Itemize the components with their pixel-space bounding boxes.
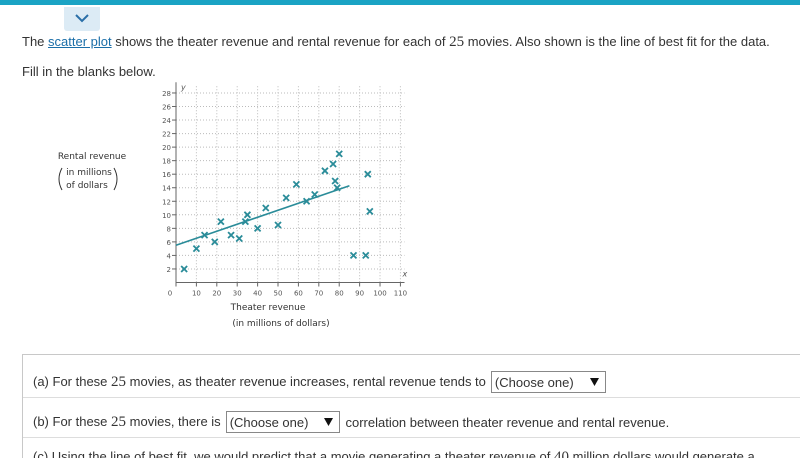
question-a: (a) For these 25 movies, as theater reve… <box>33 371 606 393</box>
y-tick-label: 12 <box>162 198 171 206</box>
point <box>282 194 290 202</box>
text: movies, there is <box>126 413 221 429</box>
chevron-icon <box>75 14 89 23</box>
top-bar <box>0 0 800 5</box>
y-tick-label: 24 <box>162 117 171 125</box>
dropdown-text: (Choose one) <box>229 414 309 430</box>
text: (b) For these 25 movies, there is <box>33 414 221 431</box>
point <box>366 207 374 216</box>
text: correlation between theater revenue and … <box>345 414 670 430</box>
x-tick-label: 30 <box>233 290 242 298</box>
dropdown-arrow <box>324 418 334 426</box>
point <box>292 180 301 188</box>
y-tick-label: 18 <box>162 158 171 166</box>
y-tick-label: 4 <box>167 252 172 260</box>
number: 25 <box>449 34 465 50</box>
y-tick-label: 20 <box>162 144 171 152</box>
y-tick-label: 16 <box>162 171 171 179</box>
chart: Rental revenue in millions of dollars Th… <box>58 82 408 329</box>
instruction: Fill in the blanks below. <box>22 64 156 79</box>
x-tick-label: 110 <box>394 290 407 298</box>
x-tick-label: 10 <box>192 290 201 298</box>
x-axis-label: Theater revenue <box>230 303 306 313</box>
point <box>180 265 188 273</box>
x-tick-label: 60 <box>294 290 303 298</box>
y-tick-label: 2 <box>167 266 171 274</box>
x-tick-label: 20 <box>212 290 221 298</box>
answer-box: (a) For these 25 movies, as theater reve… <box>22 354 800 458</box>
x-tick-label: 100 <box>373 290 386 298</box>
question: The scatter plot shows the theater reven… <box>22 34 770 51</box>
point <box>192 245 201 253</box>
paren <box>58 167 63 191</box>
x-tick-label: 40 <box>253 290 262 298</box>
x-axis-units: (in millions of dollars) <box>232 319 329 329</box>
text: movies, as theater revenue increases, re… <box>126 373 486 389</box>
point <box>241 217 250 226</box>
y-tick-label: 8 <box>167 225 171 233</box>
dropdown[interactable]: (Choose one) <box>225 411 341 433</box>
y-axis-symbol: y <box>180 83 186 92</box>
dropdown-arrow <box>589 378 599 386</box>
y-axis-units: in millions <box>66 168 112 178</box>
x-axis-symbol: x <box>402 270 408 279</box>
y-tick-label: 28 <box>162 90 171 98</box>
point <box>243 211 252 219</box>
y-tick-label: 6 <box>167 239 172 247</box>
best-fit-line <box>175 184 350 247</box>
point <box>335 150 343 158</box>
paren <box>113 167 118 191</box>
question-b: (b) For these 25 movies, there is (Choos… <box>33 411 669 433</box>
number: 25 <box>111 413 127 430</box>
y-axis-units: of dollars <box>66 181 108 191</box>
point <box>227 231 235 239</box>
point <box>217 217 225 226</box>
y-tick-label: 14 <box>162 185 171 193</box>
number: 25 <box>111 373 127 390</box>
text: million dollars would generate a <box>569 449 755 458</box>
text: (c) Using the line of best fit, we would… <box>33 449 755 458</box>
text: shows the theater revenue and rental rev… <box>111 34 450 49</box>
dropdown[interactable]: (Choose one) <box>490 371 606 393</box>
point <box>253 224 262 232</box>
y-axis-label: Rental revenue <box>58 152 127 162</box>
point <box>321 167 329 175</box>
point <box>302 197 311 205</box>
point <box>349 251 358 260</box>
point <box>262 204 270 212</box>
text: (c) Using the line of best fit, we would… <box>33 449 555 458</box>
question-c: (c) Using the line of best fit, we would… <box>33 449 755 458</box>
dropdown-text: (Choose one) <box>494 374 574 390</box>
point <box>311 190 319 199</box>
x-tick-label: 0 <box>168 290 172 298</box>
x-tick-label: 90 <box>355 290 364 298</box>
point <box>211 238 219 246</box>
y-tick-label: 22 <box>162 131 171 139</box>
point <box>200 231 209 239</box>
text: movies. Also shown is the line of best f… <box>464 34 770 49</box>
y-tick-label: 26 <box>162 104 171 112</box>
point <box>274 221 282 229</box>
text: The <box>22 34 49 49</box>
y-tick-label: 10 <box>162 212 171 220</box>
collapse-button[interactable] <box>64 7 100 31</box>
point <box>333 184 341 192</box>
x-tick-label: 80 <box>335 290 344 298</box>
separator <box>23 437 800 438</box>
separator <box>23 397 800 398</box>
point <box>235 234 243 243</box>
text: (b) For these <box>33 413 112 429</box>
x-tick-label: 50 <box>274 290 283 298</box>
number: 40 <box>554 449 570 458</box>
link[interactable]: scatter plot <box>48 34 112 49</box>
point <box>364 170 372 178</box>
text: (a) For these <box>33 373 112 389</box>
x-tick-label: 70 <box>314 290 323 298</box>
point <box>329 160 337 168</box>
point <box>362 251 370 260</box>
text: (a) For these 25 movies, as theater reve… <box>33 374 486 391</box>
point <box>331 177 339 185</box>
